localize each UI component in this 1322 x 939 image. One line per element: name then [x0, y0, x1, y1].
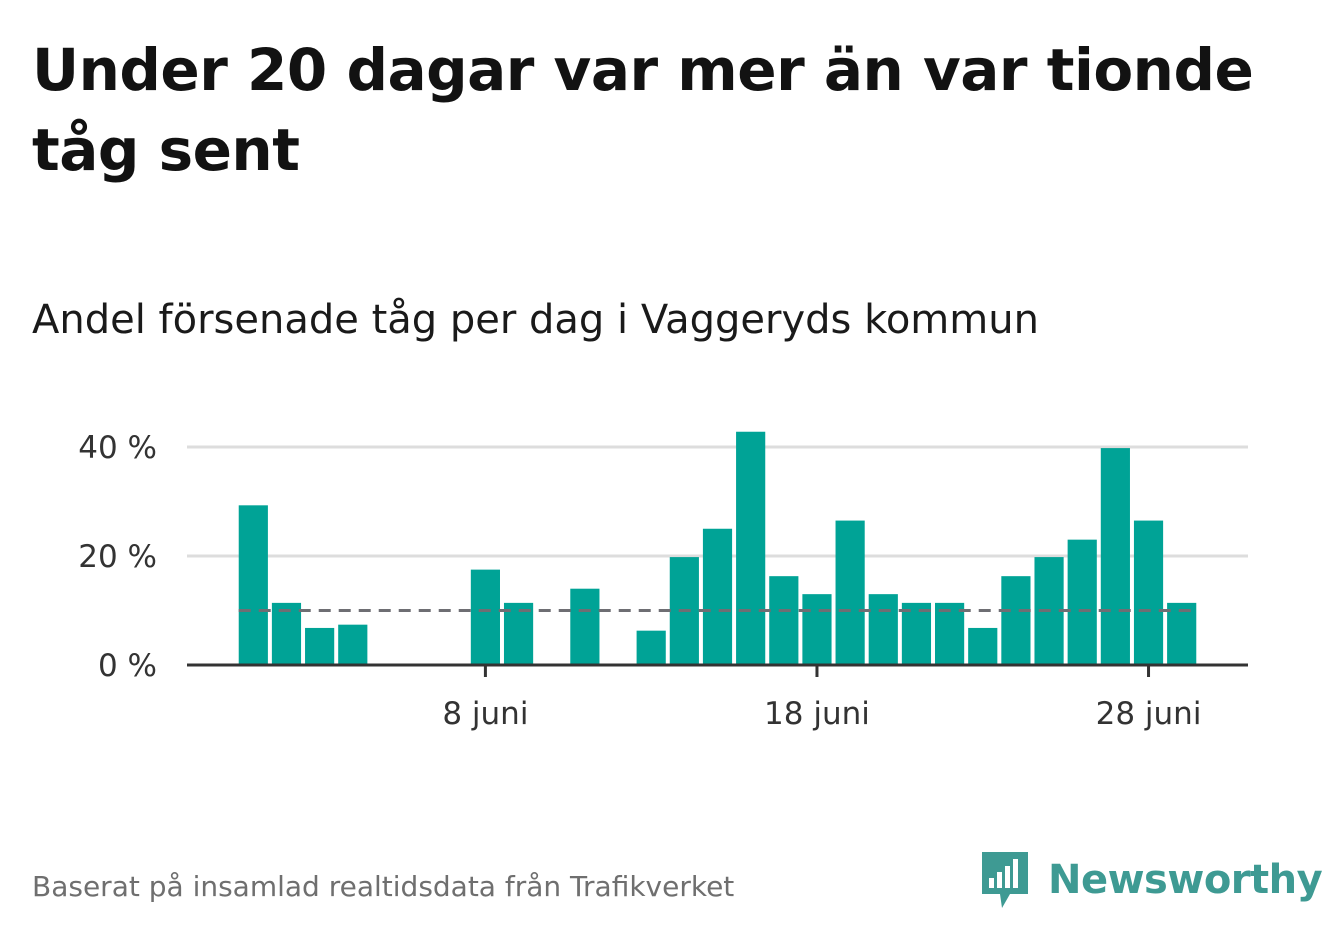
bars: [238, 431, 1197, 665]
bar: [935, 602, 965, 665]
y-tick-label: 20 %: [78, 539, 157, 575]
bar-chart: 0 % 20 % 40 % 8 juni 18 juni 28 juni: [78, 430, 1248, 732]
bar: [968, 627, 998, 665]
bar: [1167, 602, 1197, 665]
bar: [1100, 448, 1130, 665]
bar: [636, 630, 666, 665]
bar: [702, 528, 733, 665]
x-tick-label: 18 juni: [764, 696, 870, 732]
x-tick-label: 8 juni: [442, 696, 528, 732]
bar: [1067, 539, 1097, 665]
bar: [238, 505, 268, 665]
chart-subtitle: Andel försenade tåg per dag i Vaggeryds …: [32, 297, 1039, 343]
bar: [503, 602, 534, 665]
bar: [570, 588, 600, 665]
bar: [802, 594, 832, 665]
logo-text: Newsworthy: [1048, 857, 1322, 903]
bar: [470, 569, 500, 665]
y-tick-label: 40 %: [78, 430, 157, 466]
bar: [769, 576, 799, 665]
axes: 0 % 20 % 40 % 8 juni 18 juni 28 juni: [78, 430, 1248, 732]
chart-title: Under 20 dagar var mer än var tionde tåg…: [32, 36, 1254, 184]
bar: [736, 431, 766, 665]
x-tick-label: 28 juni: [1096, 696, 1202, 732]
bar: [305, 627, 335, 665]
bar: [1133, 520, 1164, 665]
newsworthy-bar-chart-icon: [982, 852, 1028, 908]
bar: [835, 520, 865, 665]
bar: [271, 602, 302, 665]
source-note: Baserat på insamlad realtidsdata från Tr…: [32, 870, 735, 903]
y-tick-label: 0 %: [98, 648, 157, 684]
bar: [868, 594, 898, 665]
bar: [338, 624, 368, 665]
bar: [901, 602, 932, 665]
bar: [1001, 576, 1031, 665]
newsworthy-logo: Newsworthy: [980, 850, 1322, 910]
